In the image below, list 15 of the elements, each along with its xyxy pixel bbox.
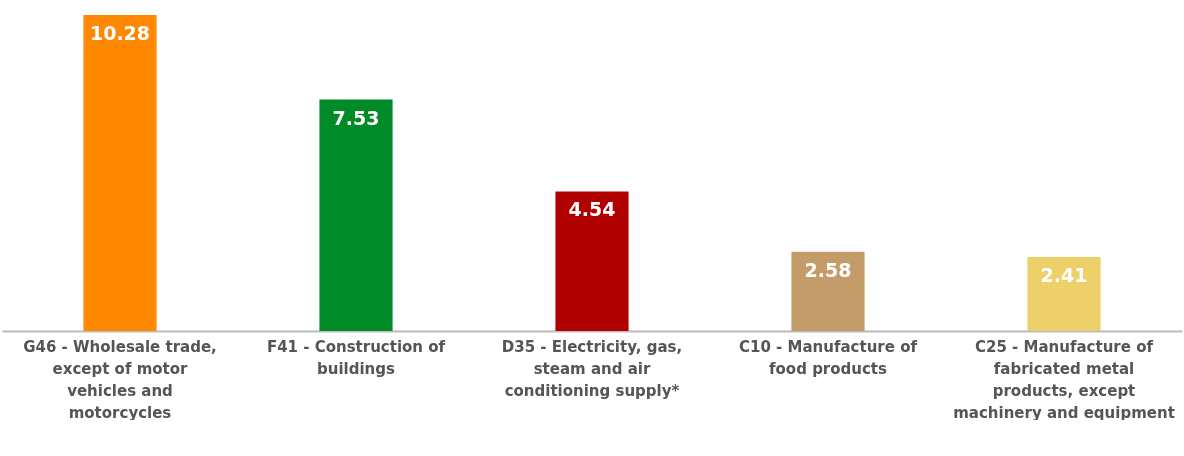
data-label: 10.28 <box>89 22 151 44</box>
bar <box>83 15 157 331</box>
x-tick-label: C25 - Manufacture of fabricated metal products, except machinery and equipment <box>953 337 1175 422</box>
data-label: 2.58 <box>804 258 852 281</box>
x-tick-label: G46 - Wholesale trade, except of motor vehicles and motorcycles <box>23 337 217 422</box>
bar <box>555 191 629 331</box>
x-tick-label: F41 - Construction of buildings <box>266 337 446 378</box>
x-tick-label: D35 - Electricity, gas, steam and air conditioning supply* <box>501 337 683 400</box>
data-label: 2.41 <box>1040 263 1088 286</box>
x-tick-label: C10 - Manufacture of food products <box>739 337 918 378</box>
bar <box>319 99 393 331</box>
bar <box>791 251 865 331</box>
data-label: 4.54 <box>568 198 616 221</box>
data-label: 7.53 <box>332 106 380 129</box>
bar <box>1027 256 1101 331</box>
